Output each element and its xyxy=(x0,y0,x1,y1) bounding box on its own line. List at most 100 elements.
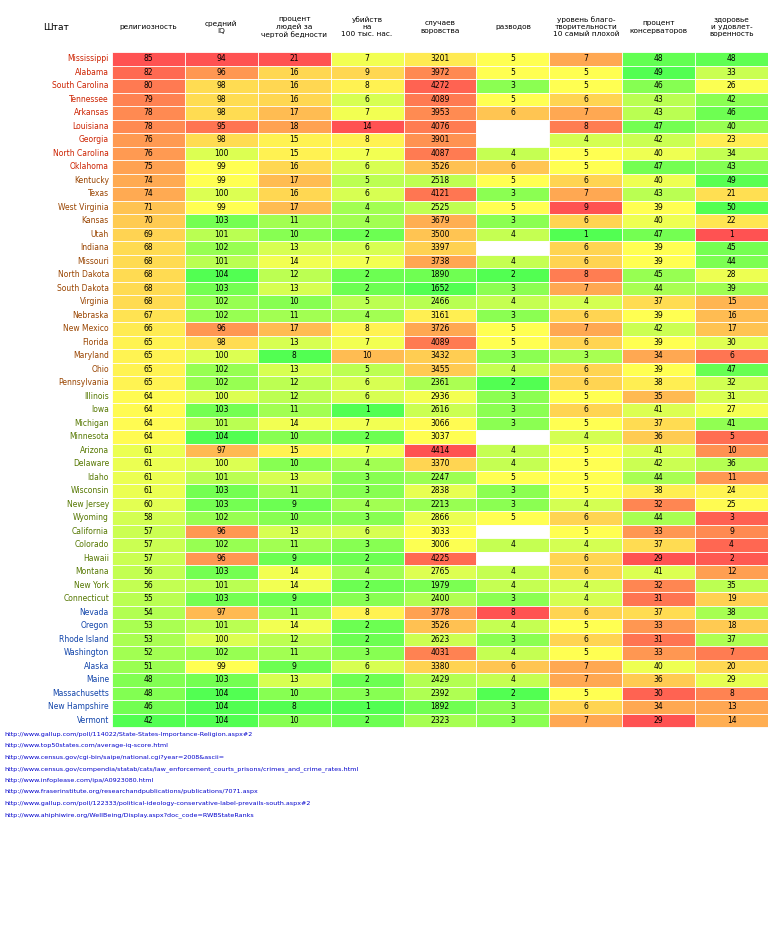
Bar xyxy=(331,228,403,241)
Bar xyxy=(622,565,695,579)
Bar xyxy=(403,79,476,92)
Bar xyxy=(185,700,258,713)
Text: 6: 6 xyxy=(365,244,369,252)
Bar xyxy=(622,120,695,133)
Text: 39: 39 xyxy=(654,203,664,211)
Bar xyxy=(622,228,695,241)
Bar xyxy=(185,686,258,700)
Bar xyxy=(403,282,476,295)
Text: 4272: 4272 xyxy=(430,81,449,90)
Bar xyxy=(331,376,403,389)
Bar xyxy=(258,592,331,605)
Bar xyxy=(258,700,331,713)
Bar xyxy=(331,160,403,173)
Text: 6: 6 xyxy=(365,378,369,387)
Bar xyxy=(695,322,768,335)
Text: 15: 15 xyxy=(290,135,299,145)
Bar xyxy=(331,133,403,147)
Text: 68: 68 xyxy=(144,257,154,266)
Bar xyxy=(185,201,258,214)
Text: 4: 4 xyxy=(511,622,515,630)
Text: 40: 40 xyxy=(654,149,664,158)
Text: 101: 101 xyxy=(214,257,229,266)
Text: 6: 6 xyxy=(584,365,588,374)
Bar xyxy=(258,308,331,322)
Bar xyxy=(112,470,185,484)
Text: 5: 5 xyxy=(584,68,588,77)
Bar xyxy=(549,295,622,308)
Text: 2400: 2400 xyxy=(430,594,450,604)
Text: 2616: 2616 xyxy=(430,406,449,414)
Text: 2: 2 xyxy=(365,675,369,684)
Text: 6: 6 xyxy=(584,567,588,576)
Text: 30: 30 xyxy=(654,688,664,698)
Text: 4: 4 xyxy=(511,297,515,307)
Bar xyxy=(185,579,258,592)
Text: 3006: 3006 xyxy=(430,540,450,549)
Text: 79: 79 xyxy=(144,95,154,104)
Text: 7: 7 xyxy=(584,54,588,63)
Text: процент
людей за
чертой бедности: процент людей за чертой бедности xyxy=(261,16,327,38)
Bar xyxy=(258,430,331,444)
Text: 39: 39 xyxy=(654,310,664,320)
Text: 103: 103 xyxy=(214,675,229,684)
Text: 9: 9 xyxy=(292,554,296,563)
Text: 4225: 4225 xyxy=(430,554,449,563)
Bar xyxy=(403,430,476,444)
Bar xyxy=(695,619,768,632)
Text: 3901: 3901 xyxy=(430,135,450,145)
Text: 5: 5 xyxy=(511,473,515,482)
Bar xyxy=(403,592,476,605)
Bar xyxy=(622,417,695,430)
Bar xyxy=(258,619,331,632)
Bar xyxy=(185,187,258,201)
Text: 61: 61 xyxy=(144,446,154,455)
Text: 42: 42 xyxy=(727,95,737,104)
Bar xyxy=(549,444,622,457)
Text: http://www.infoplease.com/ipa/A0923080.html: http://www.infoplease.com/ipa/A0923080.h… xyxy=(4,778,154,783)
Bar xyxy=(331,632,403,646)
Bar xyxy=(695,363,768,376)
Text: 103: 103 xyxy=(214,216,229,226)
Bar xyxy=(403,484,476,498)
Bar xyxy=(695,632,768,646)
Bar xyxy=(549,52,622,66)
Text: 52: 52 xyxy=(144,648,154,657)
Text: California: California xyxy=(72,526,109,536)
Text: 11: 11 xyxy=(290,648,299,657)
Text: Alaska: Alaska xyxy=(84,662,109,671)
Bar xyxy=(258,214,331,228)
Bar xyxy=(185,525,258,538)
Text: 41: 41 xyxy=(654,446,664,455)
Bar xyxy=(695,389,768,403)
Text: Louisiana: Louisiana xyxy=(72,122,109,130)
Text: 3: 3 xyxy=(511,500,515,508)
Bar xyxy=(331,646,403,660)
Bar xyxy=(331,147,403,160)
Text: 4: 4 xyxy=(511,257,515,266)
Bar xyxy=(258,551,331,565)
Text: 48: 48 xyxy=(727,54,737,63)
Bar xyxy=(331,335,403,349)
Text: Wyoming: Wyoming xyxy=(73,513,109,523)
Text: 4: 4 xyxy=(584,540,588,549)
Bar xyxy=(476,335,549,349)
Bar xyxy=(403,605,476,619)
Text: 60: 60 xyxy=(144,500,154,508)
Bar xyxy=(549,376,622,389)
Text: 17: 17 xyxy=(290,203,299,211)
Bar xyxy=(476,700,549,713)
Text: 44: 44 xyxy=(727,257,737,266)
Text: 33: 33 xyxy=(654,622,664,630)
Text: 6: 6 xyxy=(584,176,588,185)
Text: 4089: 4089 xyxy=(430,95,450,104)
Text: 96: 96 xyxy=(217,554,227,563)
Bar xyxy=(549,349,622,363)
Text: 2518: 2518 xyxy=(430,176,449,185)
Text: 2: 2 xyxy=(365,716,369,724)
Text: 100: 100 xyxy=(214,189,229,198)
Bar xyxy=(549,686,622,700)
Bar xyxy=(185,173,258,187)
Bar xyxy=(403,349,476,363)
Text: 9: 9 xyxy=(292,500,296,508)
